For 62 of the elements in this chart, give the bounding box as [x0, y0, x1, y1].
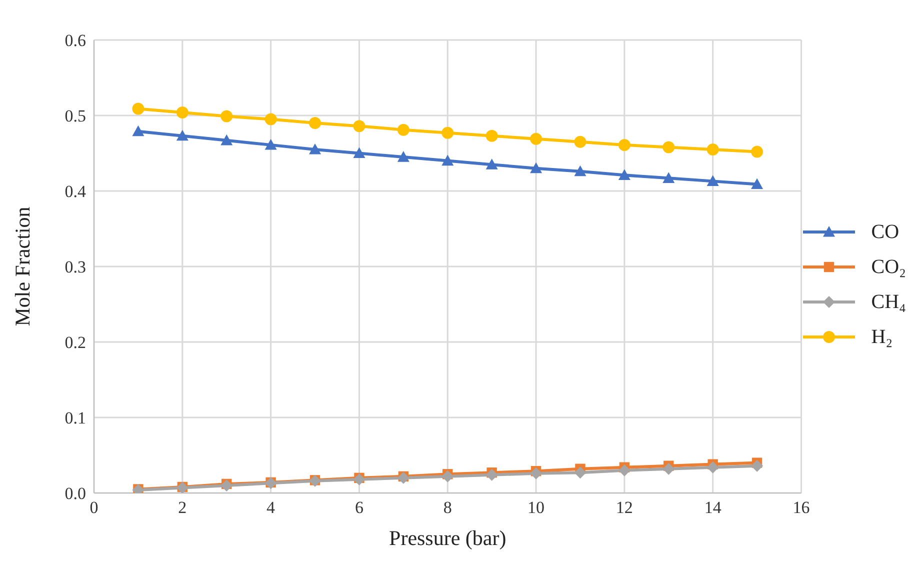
point	[618, 138, 630, 151]
legend-label: CO₂	[871, 256, 906, 278]
point	[530, 132, 542, 145]
y-tick-label: 0.3	[64, 258, 86, 277]
point	[132, 102, 144, 115]
point	[176, 106, 188, 118]
point	[751, 460, 764, 472]
legend-label: CH₄	[871, 290, 906, 314]
y-tick-label: 0.6	[64, 31, 86, 50]
point	[662, 141, 675, 154]
x-tick-label: 8	[443, 498, 452, 518]
point	[706, 461, 719, 474]
point	[618, 169, 630, 180]
point	[220, 110, 233, 122]
point	[530, 162, 542, 174]
point	[618, 464, 630, 476]
point	[530, 467, 542, 480]
y-tick-label: 0.4	[64, 182, 86, 202]
point	[486, 130, 498, 142]
legend-label: H₂	[871, 326, 893, 348]
y-tick-label: 0.0	[64, 484, 86, 504]
point	[442, 470, 454, 482]
point	[353, 120, 366, 132]
x-axis-title: Pressure (bar)	[389, 526, 506, 550]
point	[309, 117, 322, 130]
point	[264, 138, 277, 150]
point	[706, 143, 719, 156]
point	[486, 468, 498, 481]
x-tick-label: 0	[90, 498, 98, 518]
y-tick-label: 0.2	[64, 333, 86, 352]
x-tick-label: 14	[704, 498, 722, 518]
x-tick-label: 10	[528, 498, 545, 518]
point	[751, 146, 764, 158]
point	[486, 158, 498, 170]
point	[574, 466, 586, 479]
x-tick-label: 16	[792, 498, 810, 518]
point	[751, 178, 764, 190]
point	[353, 473, 366, 486]
legend-label: CO	[871, 220, 900, 244]
point	[220, 134, 233, 146]
point	[132, 125, 144, 136]
point	[353, 147, 366, 158]
y-axis-title: Mole Fraction	[10, 206, 34, 326]
point	[397, 151, 410, 162]
point	[662, 462, 675, 475]
point	[176, 130, 188, 141]
x-tick-label: 12	[616, 498, 633, 518]
point	[706, 175, 719, 186]
point	[309, 143, 322, 154]
x-tick-label: 2	[178, 498, 187, 518]
point	[574, 165, 586, 176]
point	[397, 124, 410, 136]
point	[264, 113, 277, 126]
point	[662, 172, 675, 183]
point	[442, 154, 454, 166]
y-tick-label: 0.1	[64, 408, 86, 428]
x-tick-label: 4	[266, 498, 276, 518]
y-tick-label: 0.5	[64, 106, 86, 126]
point	[442, 126, 454, 139]
point	[397, 472, 410, 484]
x-tick-label: 6	[354, 498, 364, 518]
point	[574, 136, 586, 148]
